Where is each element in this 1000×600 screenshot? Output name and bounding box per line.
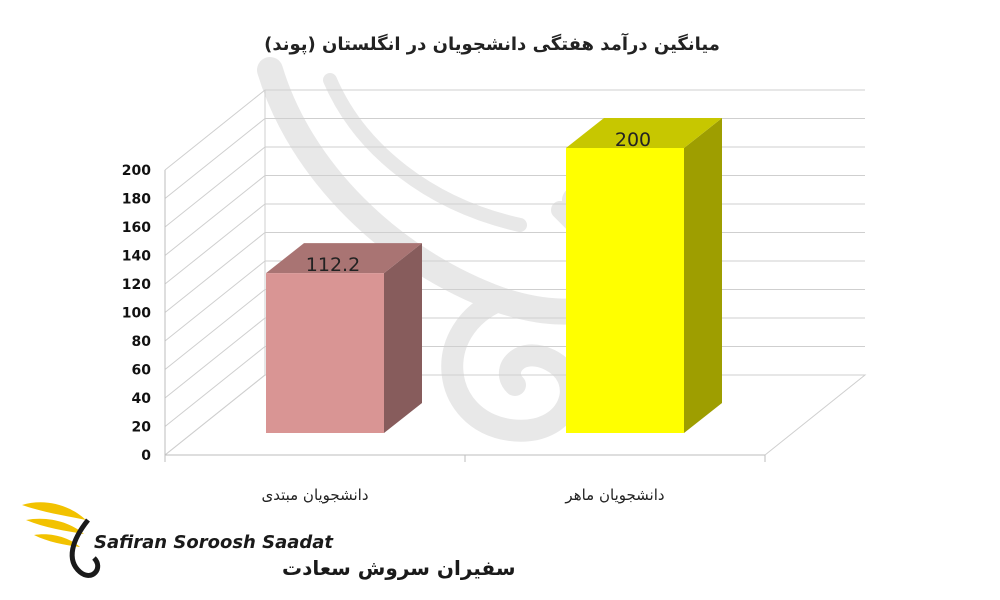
y-tick-label: 100: [122, 306, 151, 322]
y-tick-label: 180: [122, 192, 151, 208]
bar-side: [384, 243, 422, 433]
bar: [266, 243, 422, 433]
y-tick-label: 0: [141, 448, 151, 464]
category-label: دانشجویان ماهر: [564, 486, 664, 504]
y-tick-label: 120: [122, 277, 151, 293]
gridline: [164, 175, 865, 256]
gridline: [164, 146, 865, 228]
y-tick-label: 140: [122, 249, 151, 265]
category-labels: دانشجویان مبتدی دانشجویان ماهر: [261, 486, 664, 504]
bar-top: [566, 118, 722, 148]
bar-top: [266, 243, 422, 274]
brand-name-en: Safiran Soroosh Saadat: [94, 532, 334, 553]
data-labels: 112.2 200: [306, 129, 651, 276]
y-tick-label: 20: [132, 420, 152, 436]
y-tick-label: 60: [132, 363, 152, 379]
axes: [164, 90, 867, 462]
floor-outline: [164, 374, 867, 456]
y-tick-label: 40: [132, 391, 152, 407]
bar: [566, 118, 722, 433]
brand-name-fa: سفیران سروش سعادت: [282, 556, 516, 580]
brand-logo: Safiran Soroosh Saadat سفیران سروش سعادت: [22, 502, 516, 580]
gridline: [164, 118, 865, 199]
bar-front: [266, 273, 384, 433]
chart-title: میانگین درآمد هفتگی دانشجویان در انگلستا…: [264, 32, 720, 55]
bars: [266, 118, 722, 433]
y-tick-label: 160: [122, 220, 151, 236]
y-tick-label: 80: [132, 334, 152, 350]
y-tick-labels: 0 20 40 60 80 100 120 140 160 180 200: [122, 163, 151, 464]
bar-side: [684, 118, 722, 433]
category-label: دانشجویان مبتدی: [261, 486, 368, 504]
bar-front: [566, 148, 684, 433]
y-tick-label: 200: [122, 163, 151, 179]
wing-logo-icon: [22, 502, 101, 578]
data-label: 112.2: [306, 254, 360, 276]
data-label: 200: [615, 129, 651, 151]
